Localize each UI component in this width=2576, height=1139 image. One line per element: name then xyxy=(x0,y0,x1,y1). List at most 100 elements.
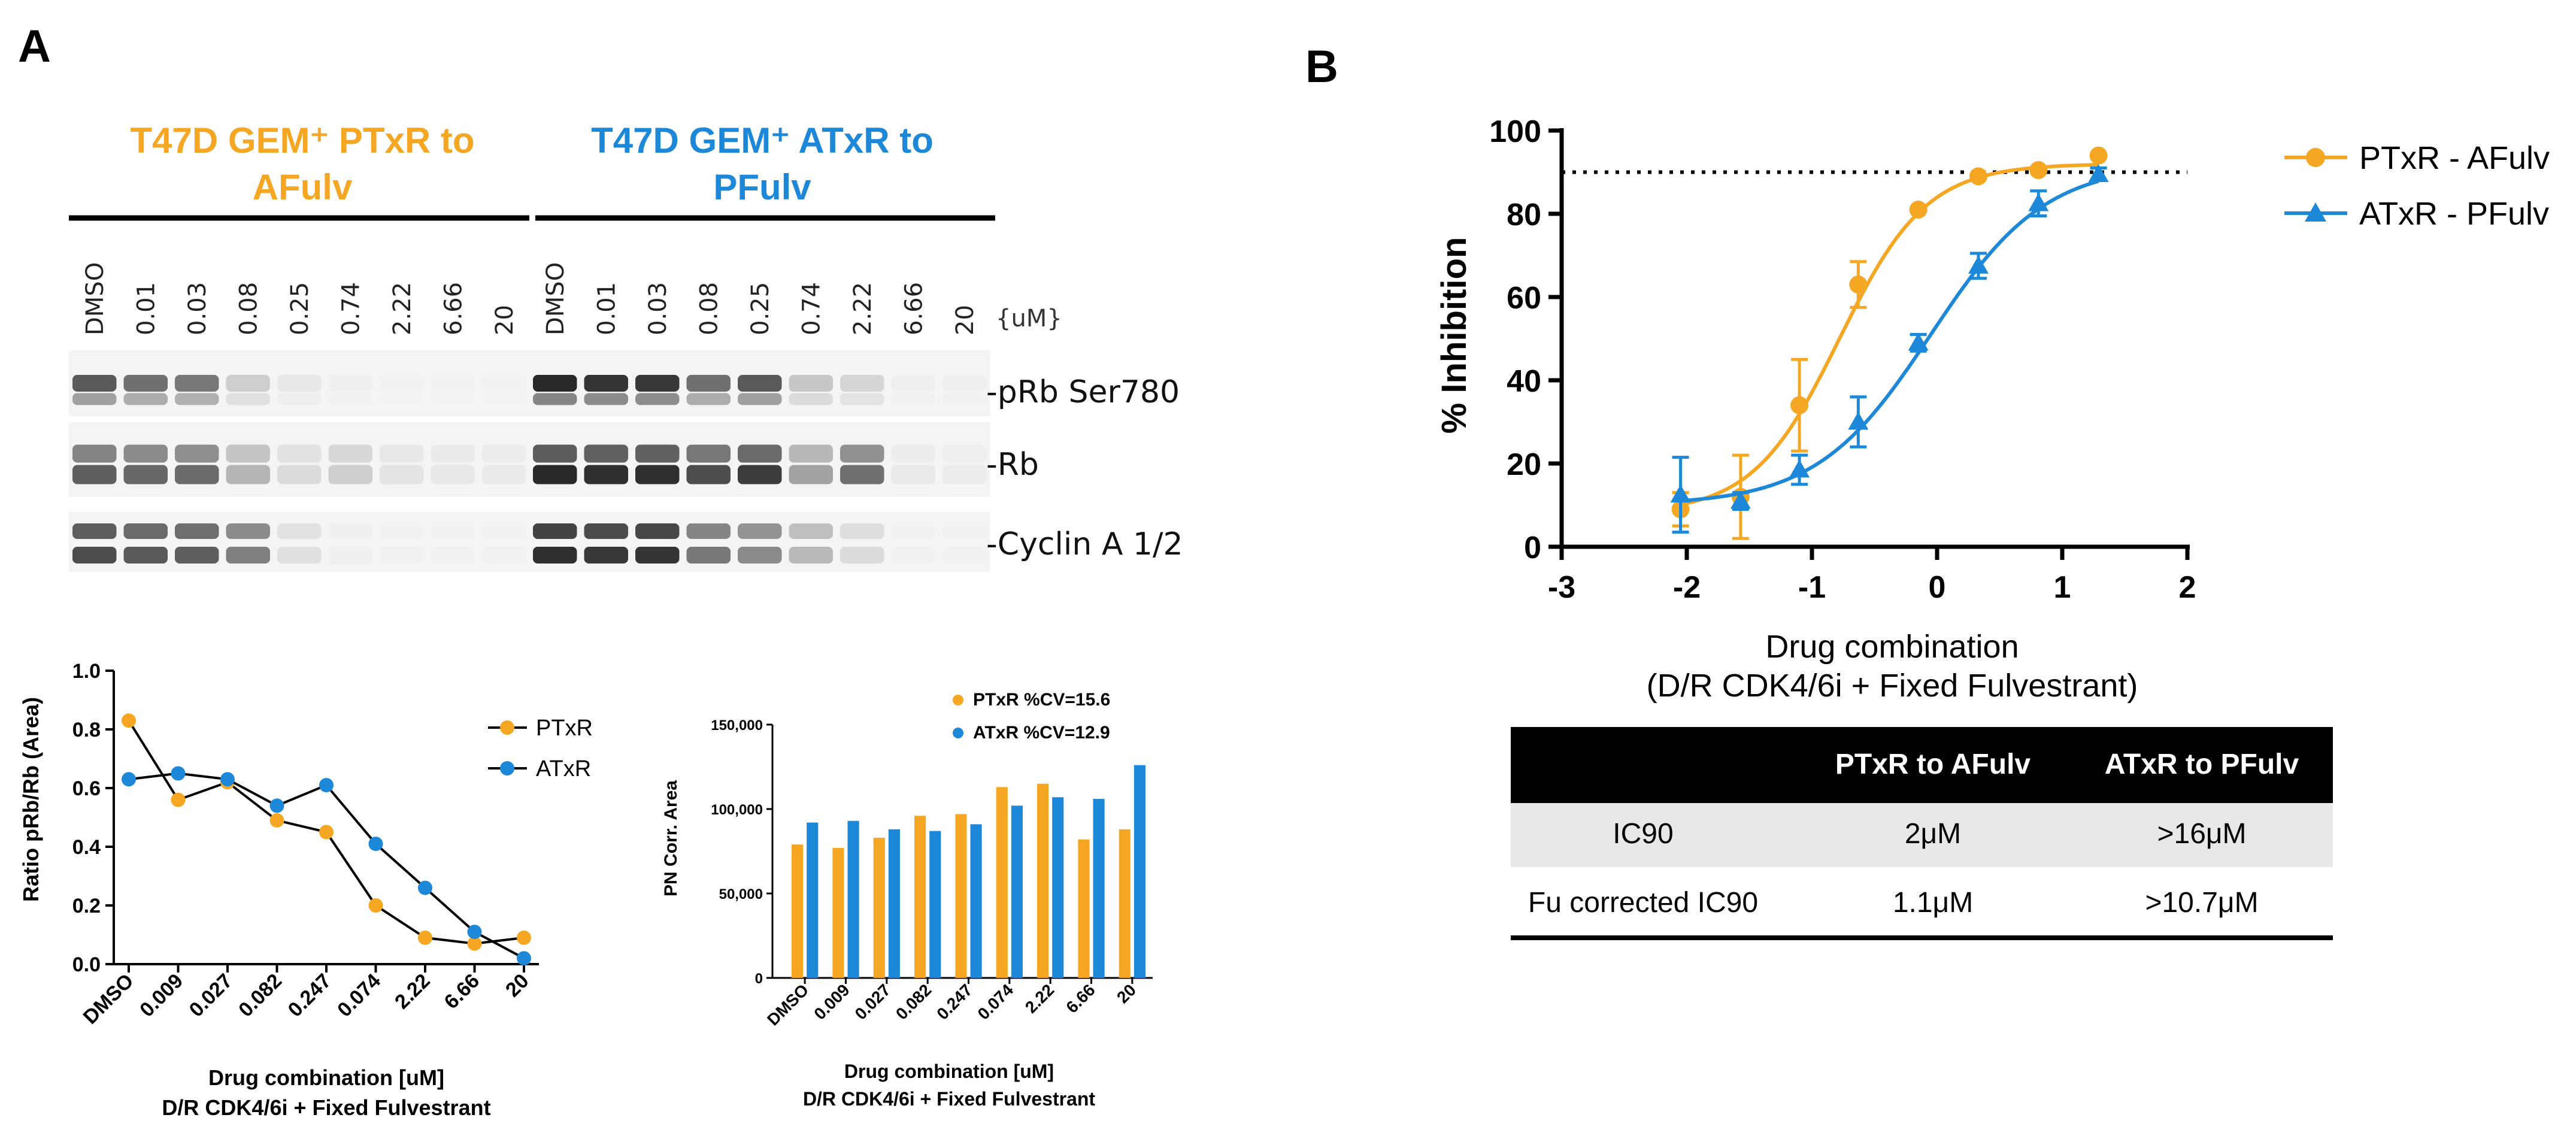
bar-chart-bar xyxy=(888,829,900,978)
bar-chart-bar xyxy=(929,831,941,978)
ratio-line-chart: Ratio pRb/Rb (Area) Drug combination [uM… xyxy=(19,660,593,1120)
blot-band xyxy=(840,375,884,392)
blot-band xyxy=(584,523,628,539)
line-chart-x-tick-label: 0.027 xyxy=(185,970,237,1022)
dose-chart-legend-label: ATxR - PFulv xyxy=(2359,196,2549,232)
blot-band xyxy=(380,444,424,463)
blot-row-labels: -pRb Ser780 -Rb -Cyclin A 1/2 xyxy=(986,374,1183,562)
dose-chart-x-tick-label: 1 xyxy=(2054,570,2071,605)
bar-chart-bar xyxy=(1052,797,1064,978)
blot-band xyxy=(482,547,526,564)
dose-chart-legend-marker xyxy=(2305,202,2326,222)
line-chart-x-tick-label: 0.082 xyxy=(234,970,286,1022)
blot-band xyxy=(533,393,577,405)
blot-band xyxy=(891,393,935,405)
table-header-bg xyxy=(1511,727,2333,803)
blot-lane-label: 0.03 xyxy=(644,282,672,335)
bar-chart-bar xyxy=(1119,829,1131,978)
dose-chart-point xyxy=(1730,490,1751,509)
blot-lane-label: 0.74 xyxy=(798,282,825,335)
blot-band xyxy=(72,465,117,484)
blot-band xyxy=(482,444,526,463)
blot-lane-label: 0.03 xyxy=(184,282,211,335)
blot-band xyxy=(738,465,782,484)
blot-band xyxy=(482,393,526,405)
line-chart-legend-label: PTxR xyxy=(536,716,593,741)
dose-chart-y-tick-label: 40 xyxy=(1507,364,1541,399)
line-chart-y-tick-label: 0.2 xyxy=(72,895,101,917)
blot-band xyxy=(891,465,935,484)
blot-band xyxy=(277,547,322,564)
blot-band xyxy=(482,465,526,484)
dose-chart-xlabel-line2: (D/R CDK4/6i + Fixed Fulvestrant) xyxy=(1647,668,2138,704)
line-chart-legend-label: ATxR xyxy=(536,756,591,781)
line-chart-point xyxy=(418,930,432,945)
dose-response-chart: % Inhibition Drug combination (D/R CDK4/… xyxy=(1435,114,2550,704)
dose-chart-y-tick-label: 60 xyxy=(1507,281,1541,316)
blot-band xyxy=(738,547,782,564)
bar-chart-bar xyxy=(807,822,819,978)
line-chart-y-tick-label: 0.4 xyxy=(72,836,101,859)
blot-band xyxy=(686,465,731,484)
blot-band xyxy=(840,393,884,405)
bar-chart-bar xyxy=(1093,799,1105,978)
dose-chart-x-tick-label: -1 xyxy=(1798,570,1826,605)
dose-chart-y-tick-label: 0 xyxy=(1524,531,1541,565)
blot-lane-label: 0.25 xyxy=(747,282,774,335)
blot-lane-label: 0.01 xyxy=(593,282,620,335)
blot-band xyxy=(789,547,833,564)
line-chart-x-tick-label: 6.66 xyxy=(440,970,484,1014)
blot-band xyxy=(226,444,270,463)
blot-lane-label: 20 xyxy=(951,305,979,335)
bar-chart-bar xyxy=(996,787,1008,978)
line-chart-point xyxy=(171,766,186,781)
blot-band xyxy=(72,393,117,405)
blot-band xyxy=(686,375,731,392)
blot-band xyxy=(942,523,987,539)
line-chart-point xyxy=(122,772,136,787)
dose-chart-ylabel: % Inhibition xyxy=(1435,237,1474,434)
blot-band xyxy=(738,444,782,463)
line-chart-x-tick-label: 0.247 xyxy=(284,970,336,1022)
blot-band xyxy=(277,465,322,484)
blot-band xyxy=(891,444,935,463)
dose-chart-y-tick-label: 100 xyxy=(1489,114,1541,149)
blot-band xyxy=(72,444,117,463)
blot-band xyxy=(789,393,833,405)
line-chart-y-tick-label: 0.8 xyxy=(72,719,101,741)
blot-band xyxy=(72,375,117,392)
blot-band xyxy=(328,547,372,564)
blot-row-label-rb: -Rb xyxy=(986,447,1039,483)
dose-chart-point xyxy=(1968,255,1989,274)
blot-lane-label: 0.08 xyxy=(235,282,262,335)
blot-lane-label: 0.74 xyxy=(337,282,365,335)
blot-row-label-cyclin: -Cyclin A 1/2 xyxy=(986,526,1183,562)
bar-chart-x-tick-label: 0.009 xyxy=(810,980,853,1023)
blot-band xyxy=(686,444,731,463)
blot-band xyxy=(482,523,526,539)
line-chart-legend-marker xyxy=(500,761,514,776)
blot-band xyxy=(686,393,731,405)
bar-chart-x-tick-label: 0.027 xyxy=(851,980,894,1023)
blot-band xyxy=(123,547,168,564)
blot-lane-label: 20 xyxy=(491,305,519,335)
bar-chart-x-tick-label: 2.22 xyxy=(1022,980,1057,1016)
blot-band xyxy=(175,523,219,539)
blot-band xyxy=(72,547,117,564)
bar-chart-legend-label: ATxR %CV=12.9 xyxy=(973,723,1110,743)
blot-band xyxy=(942,547,987,564)
blot-band xyxy=(840,444,884,463)
dose-chart-fit-curve xyxy=(1680,179,2099,503)
blot-band xyxy=(431,444,475,463)
blot-band xyxy=(635,547,680,564)
line-chart-xlabel-line1: Drug combination [uM] xyxy=(208,1065,444,1090)
line-chart-y-tick-label: 0.6 xyxy=(72,777,101,800)
dose-chart-point xyxy=(2029,161,2048,180)
bar-chart-y-tick-label: 50,000 xyxy=(719,886,763,902)
bar-chart-bar xyxy=(970,824,982,978)
line-chart-point xyxy=(122,713,136,728)
blot-band xyxy=(840,465,884,484)
table-row-2-label: Fu corrected IC90 xyxy=(1528,887,1758,919)
dose-chart-point xyxy=(2089,146,2108,165)
blot-band xyxy=(942,393,987,405)
